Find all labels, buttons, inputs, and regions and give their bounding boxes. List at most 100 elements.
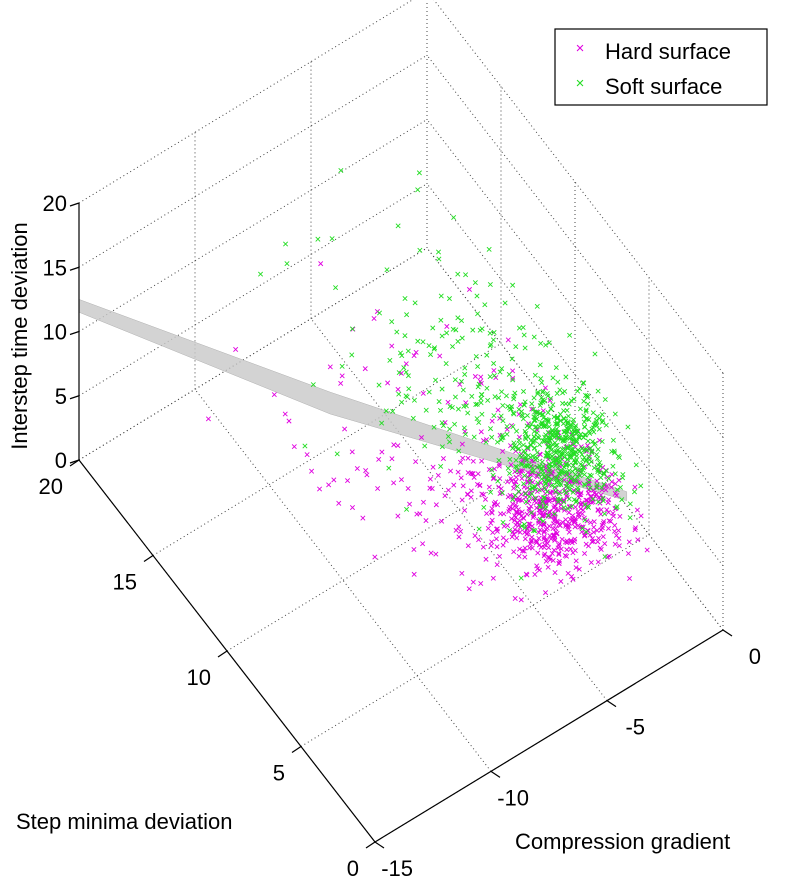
data-point bbox=[484, 385, 490, 391]
data-point bbox=[403, 361, 409, 367]
data-point bbox=[612, 411, 618, 417]
x-axis-line bbox=[374, 629, 724, 843]
data-point bbox=[631, 489, 637, 495]
data-point bbox=[402, 333, 408, 339]
data-point bbox=[487, 374, 493, 380]
data-point bbox=[427, 485, 433, 491]
data-point bbox=[579, 525, 585, 531]
data-point bbox=[553, 489, 559, 495]
data-point bbox=[505, 523, 511, 529]
data-point bbox=[345, 478, 351, 484]
data-point bbox=[338, 380, 344, 386]
data-point bbox=[626, 539, 632, 545]
data-point bbox=[491, 413, 497, 419]
data-point bbox=[524, 412, 530, 418]
data-point bbox=[545, 444, 551, 450]
data-point bbox=[625, 550, 631, 557]
data-point bbox=[488, 520, 494, 526]
data-point bbox=[580, 465, 586, 471]
x-tick-label: -10 bbox=[497, 785, 529, 810]
data-point bbox=[555, 507, 561, 513]
data-point bbox=[572, 536, 578, 542]
data-point bbox=[451, 215, 457, 221]
data-point bbox=[468, 488, 474, 494]
z-tick-label: 0 bbox=[55, 448, 67, 473]
data-point bbox=[570, 436, 576, 442]
data-point bbox=[556, 491, 562, 497]
data-point bbox=[418, 434, 425, 440]
back-wall-grid-line-z bbox=[78, 119, 428, 332]
data-point bbox=[360, 515, 366, 521]
data-point bbox=[588, 519, 594, 525]
data-point bbox=[513, 445, 519, 451]
data-point bbox=[362, 366, 368, 372]
data-point bbox=[529, 510, 535, 516]
data-point bbox=[602, 541, 608, 547]
data-point bbox=[609, 448, 615, 454]
data-point bbox=[610, 510, 616, 516]
data-point bbox=[589, 536, 595, 542]
data-point bbox=[582, 424, 588, 430]
data-point bbox=[513, 479, 519, 485]
data-point bbox=[488, 509, 494, 515]
data-point bbox=[528, 421, 535, 427]
data-point bbox=[333, 285, 339, 291]
data-point bbox=[508, 406, 514, 412]
data-point bbox=[431, 424, 437, 430]
data-point bbox=[317, 486, 323, 492]
data-point bbox=[518, 597, 524, 603]
data-point bbox=[608, 518, 614, 524]
data-point bbox=[555, 422, 561, 428]
data-point bbox=[349, 449, 355, 455]
data-point bbox=[460, 483, 466, 489]
data-point bbox=[558, 578, 564, 584]
data-point bbox=[543, 342, 549, 348]
data-point bbox=[596, 415, 602, 421]
data-point bbox=[476, 381, 482, 387]
data-point bbox=[534, 303, 540, 309]
data-point bbox=[581, 398, 587, 404]
data-point bbox=[496, 457, 502, 463]
data-point bbox=[610, 437, 616, 443]
data-point bbox=[528, 539, 534, 545]
data-point bbox=[553, 365, 559, 371]
data-point bbox=[349, 352, 355, 358]
data-point bbox=[450, 343, 456, 350]
data-point bbox=[550, 375, 556, 381]
data-point bbox=[578, 492, 584, 498]
data-point bbox=[537, 442, 543, 448]
data-point bbox=[586, 499, 592, 505]
data-point bbox=[470, 471, 476, 477]
data-point bbox=[570, 417, 576, 423]
data-point bbox=[588, 560, 594, 566]
data-point bbox=[420, 541, 426, 547]
data-point bbox=[498, 413, 504, 419]
side-wall-grid-line-z bbox=[426, 247, 724, 631]
data-point bbox=[514, 428, 520, 434]
data-point bbox=[531, 334, 537, 340]
data-point bbox=[459, 318, 465, 324]
data-point bbox=[448, 468, 454, 474]
data-point bbox=[522, 554, 528, 560]
z-tick-mark bbox=[69, 266, 80, 271]
data-point bbox=[510, 377, 516, 383]
data-point bbox=[399, 353, 405, 359]
data-point bbox=[462, 371, 468, 377]
data-point bbox=[563, 490, 569, 496]
data-point bbox=[561, 408, 567, 414]
data-point bbox=[499, 490, 505, 496]
data-point bbox=[552, 504, 558, 510]
data-point bbox=[598, 527, 604, 533]
data-point bbox=[491, 367, 497, 374]
data-point bbox=[439, 333, 445, 339]
data-point bbox=[436, 399, 442, 405]
data-point bbox=[395, 443, 401, 449]
points-layer bbox=[205, 168, 650, 603]
data-point bbox=[538, 376, 544, 382]
data-point bbox=[566, 435, 572, 441]
data-point bbox=[433, 502, 439, 508]
data-point bbox=[547, 490, 553, 496]
data-point bbox=[398, 477, 404, 483]
data-point bbox=[472, 373, 478, 379]
data-point bbox=[566, 401, 572, 407]
